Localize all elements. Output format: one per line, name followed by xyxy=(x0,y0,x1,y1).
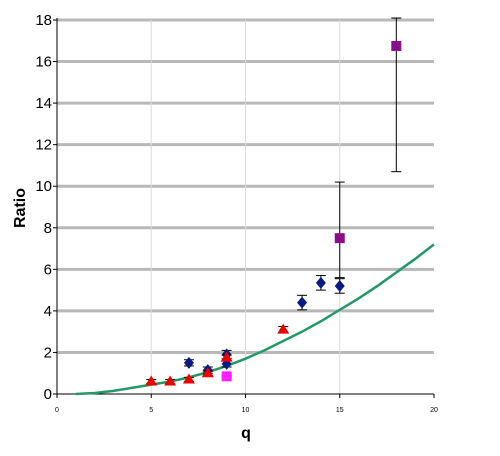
y-tick-label: 14 xyxy=(35,95,52,112)
tick-labels: 0 2 4 6 8 10 12 14 16 18 0 5 10 15 20 xyxy=(35,12,438,414)
y-tick-label: 6 xyxy=(44,261,52,278)
square-marker xyxy=(391,40,402,51)
x-tick-label: 0 xyxy=(55,407,59,414)
x-axis-label: q xyxy=(241,425,251,442)
triangle-marker xyxy=(220,351,233,362)
x-tick-label: 5 xyxy=(149,407,153,414)
square-marker xyxy=(334,233,345,244)
y-axis-label: Ratio xyxy=(12,188,29,228)
triangle-marker xyxy=(164,375,177,386)
triangle-marker xyxy=(277,323,290,334)
axes xyxy=(53,18,435,398)
y-tick-label: 2 xyxy=(44,344,52,361)
y-tick-label: 4 xyxy=(44,303,52,320)
diamond-marker xyxy=(183,356,194,369)
diamond-marker xyxy=(315,276,326,289)
y-tick-label: 10 xyxy=(35,178,52,195)
y-tick-label: 18 xyxy=(35,12,52,29)
y-tick-label: 8 xyxy=(44,220,52,237)
diamond-marker xyxy=(334,279,345,292)
grid xyxy=(57,18,434,394)
triangle-marker xyxy=(182,373,195,384)
square-marker xyxy=(221,371,232,382)
triangle-marker xyxy=(201,367,214,378)
triangle-marker xyxy=(145,375,158,386)
model-curve-line xyxy=(75,243,435,396)
x-tick-label: 20 xyxy=(430,407,438,414)
model-curve xyxy=(75,243,435,396)
data-markers xyxy=(145,17,402,386)
x-tick-label: 15 xyxy=(336,407,344,414)
y-tick-label: 0 xyxy=(44,386,52,403)
x-tick-label: 10 xyxy=(242,407,250,414)
diamond-marker xyxy=(297,296,308,309)
y-tick-label: 12 xyxy=(35,137,52,154)
y-tick-label: 16 xyxy=(35,54,52,71)
